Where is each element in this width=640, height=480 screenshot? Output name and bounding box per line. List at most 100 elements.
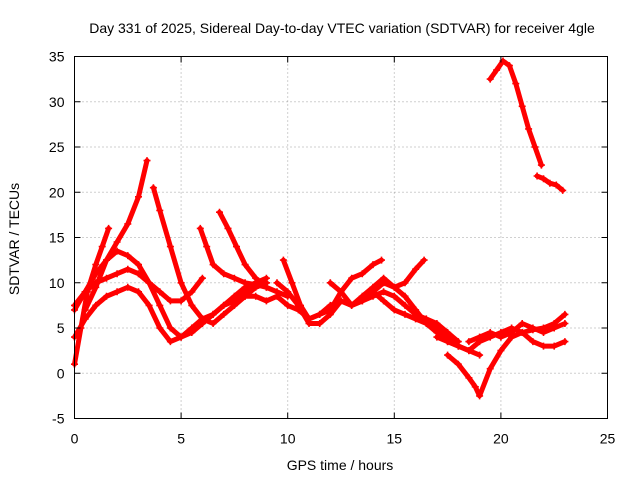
data-point bbox=[252, 281, 260, 289]
data-point bbox=[145, 301, 153, 309]
y-tick-label: -5 bbox=[52, 411, 65, 427]
data-point bbox=[486, 329, 494, 336]
y-tick-label: 15 bbox=[49, 230, 65, 246]
series-track-10 bbox=[273, 274, 462, 350]
data-point bbox=[401, 292, 409, 300]
data-point bbox=[209, 310, 217, 318]
data-point bbox=[422, 320, 430, 327]
y-tick-label: 20 bbox=[49, 184, 65, 200]
data-point bbox=[230, 292, 238, 300]
data-point bbox=[420, 256, 428, 264]
data-point bbox=[546, 179, 554, 187]
data-point bbox=[233, 243, 240, 251]
data-point bbox=[412, 265, 420, 273]
data-point bbox=[209, 320, 217, 327]
series-line bbox=[72, 225, 112, 367]
data-point bbox=[529, 338, 537, 346]
data-point bbox=[561, 338, 569, 346]
data-point bbox=[81, 315, 89, 323]
data-point bbox=[273, 279, 281, 287]
data-point bbox=[497, 333, 505, 341]
data-point bbox=[550, 342, 558, 350]
data-point bbox=[149, 184, 157, 192]
data-point bbox=[220, 310, 228, 318]
data-point bbox=[262, 283, 270, 291]
data-point bbox=[166, 324, 174, 332]
data-point bbox=[98, 243, 106, 251]
series-track-14 bbox=[444, 310, 569, 400]
data-point bbox=[135, 261, 142, 269]
data-point bbox=[230, 301, 238, 309]
data-point bbox=[540, 329, 547, 336]
data-point bbox=[316, 310, 324, 318]
data-point bbox=[92, 301, 100, 309]
data-point bbox=[209, 261, 217, 269]
series-track-8 bbox=[216, 208, 292, 300]
data-point bbox=[135, 193, 142, 201]
x-axis-label: GPS time / hours bbox=[287, 457, 394, 473]
data-point bbox=[559, 186, 567, 194]
data-point bbox=[177, 333, 185, 341]
data-point bbox=[465, 374, 473, 382]
data-point bbox=[550, 324, 558, 332]
data-point bbox=[540, 175, 547, 183]
data-point bbox=[326, 279, 334, 287]
data-point bbox=[369, 261, 377, 269]
series-line bbox=[466, 321, 568, 345]
series-track-1 bbox=[71, 157, 151, 309]
data-point bbox=[92, 283, 100, 291]
data-point bbox=[358, 270, 366, 278]
data-point bbox=[252, 274, 260, 282]
data-point bbox=[518, 102, 526, 110]
data-point bbox=[476, 333, 484, 341]
data-point bbox=[358, 297, 366, 305]
data-point bbox=[537, 161, 545, 169]
series-track-15 bbox=[433, 324, 569, 355]
data-point bbox=[156, 301, 164, 309]
data-point bbox=[241, 261, 249, 269]
data-point bbox=[284, 301, 292, 309]
data-point bbox=[444, 338, 452, 346]
series-line bbox=[72, 275, 269, 345]
data-point bbox=[297, 301, 304, 309]
data-point bbox=[216, 208, 223, 216]
y-tick-label: 5 bbox=[57, 320, 65, 336]
axis-ticks bbox=[74, 56, 608, 419]
data-point bbox=[316, 320, 324, 327]
data-point bbox=[124, 252, 132, 260]
data-point bbox=[198, 274, 206, 282]
data-point bbox=[561, 320, 569, 327]
data-point bbox=[156, 288, 164, 296]
data-point bbox=[113, 288, 121, 296]
data-point bbox=[143, 157, 151, 165]
x-tick-label: 20 bbox=[493, 431, 509, 447]
x-tick-label: 5 bbox=[177, 431, 185, 447]
data-point bbox=[284, 288, 292, 296]
data-point bbox=[486, 75, 494, 83]
series-line bbox=[445, 311, 568, 399]
data-point bbox=[188, 288, 196, 296]
y-tick-label: 35 bbox=[49, 49, 65, 65]
data-point bbox=[552, 181, 560, 189]
data-point bbox=[401, 279, 409, 287]
data-point bbox=[369, 288, 377, 296]
data-point bbox=[288, 279, 296, 287]
data-point bbox=[113, 247, 121, 255]
data-point bbox=[326, 306, 334, 314]
series-track-16 bbox=[465, 320, 569, 346]
data-point bbox=[337, 288, 345, 296]
data-point bbox=[196, 224, 204, 232]
data-point bbox=[540, 342, 547, 350]
y-axis-label: SDTVAR / TECUs bbox=[6, 183, 22, 295]
data-point bbox=[188, 301, 196, 309]
data-point bbox=[531, 143, 539, 151]
data-point bbox=[512, 80, 520, 88]
x-tick-label: 15 bbox=[387, 431, 403, 447]
data-point bbox=[166, 297, 174, 305]
series-track-17 bbox=[486, 57, 545, 169]
series-line bbox=[487, 58, 544, 168]
data-point bbox=[145, 279, 153, 287]
x-tick-label: 10 bbox=[280, 431, 296, 447]
